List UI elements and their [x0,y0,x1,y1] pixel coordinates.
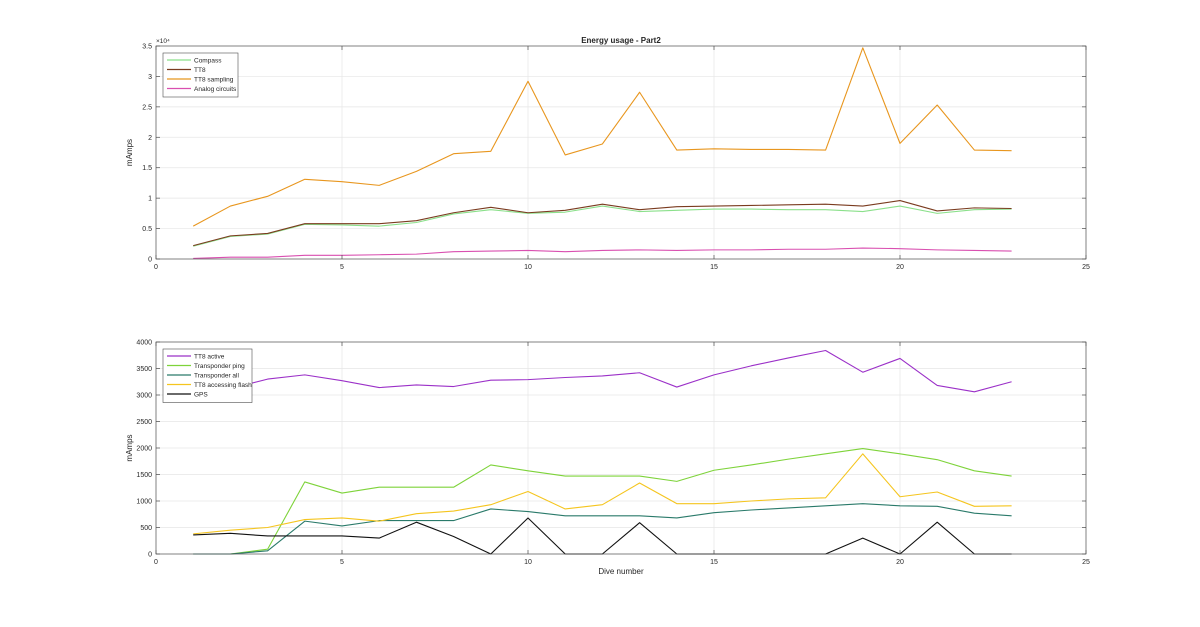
y-tick-label: 1000 [136,499,152,506]
y-tick-label: 2500 [136,419,152,426]
series-line-compass [193,205,1012,247]
legend-label: TT8 accessing flash [194,382,252,389]
legend-label: TT8 active [194,353,225,360]
x-tick-label: 10 [524,264,532,271]
y-tick-label: 3 [148,74,152,81]
legend-label: Compass [194,57,222,64]
legend-label: Analog circuits [194,86,237,93]
x-tick-label: 10 [524,559,532,566]
axes-frame [155,45,1087,260]
legend-label: Transponder ping [194,363,245,370]
subplot-1: 0 5 10 15 20 25 0 0.5 1 1.5 2 2.5 3 3.5 ×10⁴ Energy usa… [125,36,1090,271]
legend: Compass TT8 TT8 sampling Analog circuits [162,52,239,98]
legend: TT8 active Transponder ping Transponder al… [162,348,253,403]
legend-label: TT8 [194,67,206,74]
series-line-tt8-accessing-flash [193,453,1012,535]
x-axis-label: Dive number [598,567,644,576]
y-axis-label: mAmps [125,139,134,166]
y-tick-label: 3000 [136,393,152,400]
series-line-transponder-ping [193,447,1012,555]
y-tick-label: 1500 [136,472,152,479]
legend-label: Transponder all [194,372,239,379]
x-tick-label: 25 [1082,559,1090,566]
x-tick-label: 20 [896,559,904,566]
y-tick-label: 2 [148,135,152,142]
y-exponent-label: ×10⁴ [156,38,170,45]
x-tick-label: 5 [340,559,344,566]
y-tick-label: 2000 [136,446,152,453]
legend-label: TT8 sampling [194,76,234,83]
series-line-analog-circuits [193,247,1012,259]
x-tick-label: 15 [710,264,718,271]
x-tick-label: 5 [340,264,344,271]
legend-label: GPS [194,391,208,398]
y-tick-label: 2.5 [142,104,152,111]
chart-title: Energy usage - Part2 [581,36,661,45]
x-tick-label: 0 [154,264,158,271]
y-tick-label: 500 [140,525,152,532]
series-line-tt8-sampling [192,47,1012,227]
y-tick-label: 1.5 [142,165,152,172]
series-line-transponder-all [193,503,1012,555]
x-tick-label: 0 [154,559,158,566]
y-tick-label: 0 [148,257,152,264]
y-tick-label: 1 [148,196,152,203]
x-tick-label: 25 [1082,264,1090,271]
x-tick-label: 20 [896,264,904,271]
subplot-2: 0 5 10 15 20 25 0 500 1000 1500 2000 2500 3000 3500 40… [125,340,1090,577]
y-tick-label: 4000 [136,340,152,347]
series-line-tt8-active [193,349,1012,399]
y-tick-label: 0 [148,552,152,559]
y-axis-label: mAmps [125,434,134,461]
x-tick-label: 15 [710,559,718,566]
y-tick-label: 3.5 [142,44,152,51]
y-tick-label: 0.5 [142,226,152,233]
series-line-tt8 [193,200,1012,247]
y-tick-label: 3500 [136,366,152,373]
